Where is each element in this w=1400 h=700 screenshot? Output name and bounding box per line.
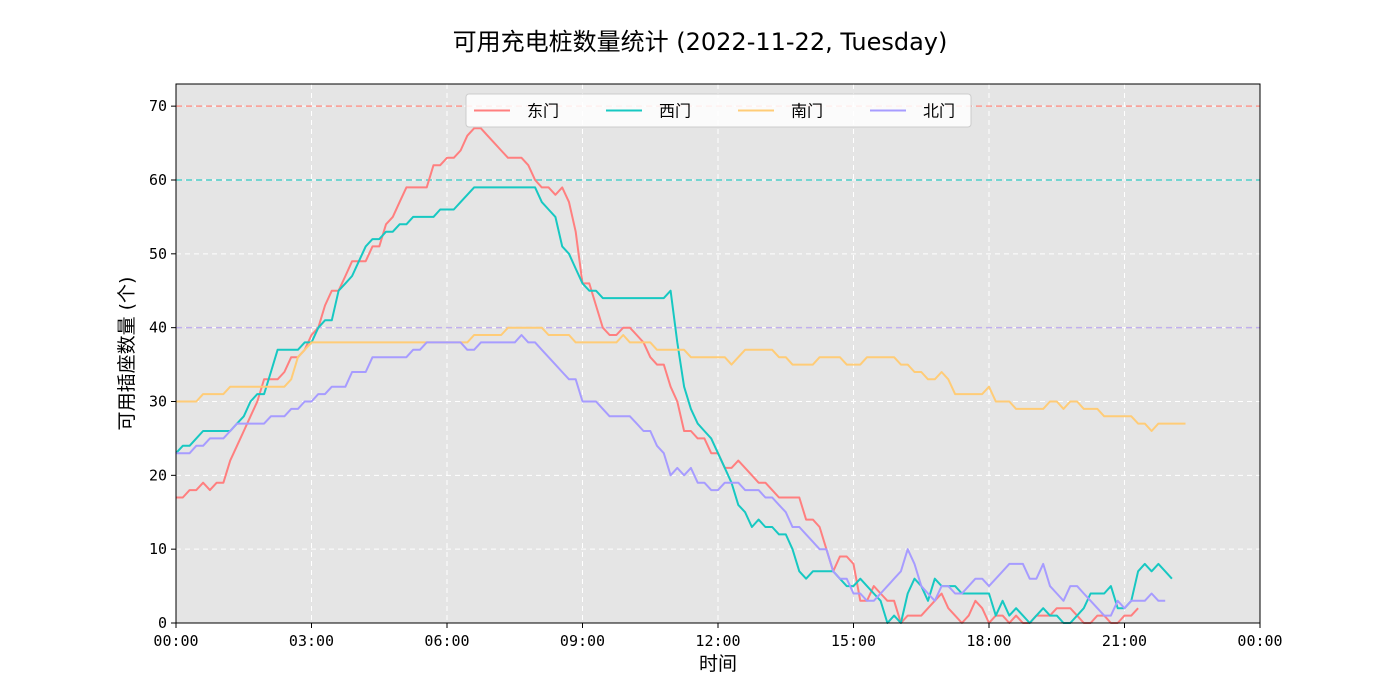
legend: 东门 西门 南门 北门 [465, 93, 972, 128]
x-axis-ticks: 00:00 03:00 06:00 09:00 12:00 15:00 18:00 21:00… [153, 623, 1283, 650]
x-tick-label: 00:00 [1237, 632, 1282, 650]
legend-label: 东门 [527, 102, 559, 121]
series-line [176, 127, 1139, 624]
capacity-lines [176, 105, 1260, 329]
y-axis-ticks: 0 10 20 30 40 50 60 70 [149, 97, 176, 632]
chart-title: 可用充电桩数量统计 (2022-11-22, Tuesday) [452, 28, 948, 56]
y-tick-label: 10 [149, 540, 167, 558]
x-axis-label: 时间 [699, 653, 737, 675]
x-tick-label: 09:00 [560, 632, 605, 650]
legend-label: 北门 [923, 102, 955, 121]
y-tick-label: 40 [149, 319, 167, 337]
y-tick-label: 30 [149, 392, 167, 410]
x-tick-label: 18:00 [966, 632, 1011, 650]
y-tick-label: 0 [158, 614, 167, 632]
x-tick-label: 12:00 [695, 632, 740, 650]
y-tick-label: 20 [149, 466, 167, 484]
legend-label: 西门 [659, 102, 691, 121]
series-lines [175, 127, 1186, 624]
x-tick-label: 21:00 [1102, 632, 1147, 650]
y-tick-label: 60 [149, 171, 167, 189]
x-tick-label: 06:00 [424, 632, 469, 650]
series-line [176, 326, 1186, 432]
y-axis-label: 可用插座数量 (个) [116, 277, 138, 431]
plot-area [176, 84, 1260, 623]
y-tick-label: 50 [149, 245, 167, 263]
x-tick-label: 03:00 [289, 632, 334, 650]
y-tick-label: 70 [149, 97, 167, 115]
series-line [175, 186, 1173, 624]
legend-label: 南门 [791, 102, 823, 121]
x-tick-label: 15:00 [831, 632, 876, 650]
legend-box [465, 93, 972, 128]
series-line [176, 334, 1166, 617]
x-tick-label: 00:00 [153, 632, 198, 650]
